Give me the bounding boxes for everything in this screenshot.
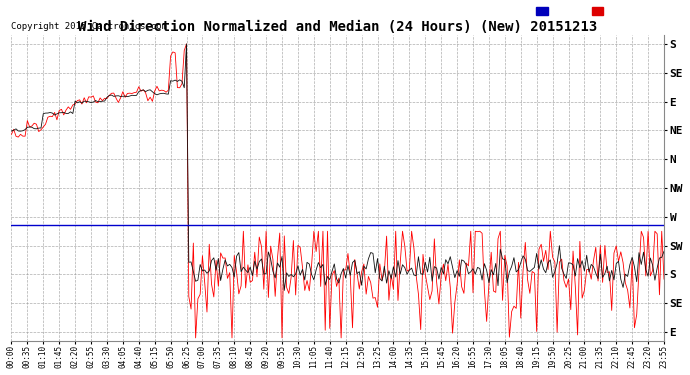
Text: Copyright 2015 Cartronics.com: Copyright 2015 Cartronics.com xyxy=(12,22,167,31)
Title: Wind Direction Normalized and Median (24 Hours) (New) 20151213: Wind Direction Normalized and Median (24… xyxy=(78,20,598,34)
Legend: Average, Direction: Average, Direction xyxy=(535,5,659,17)
